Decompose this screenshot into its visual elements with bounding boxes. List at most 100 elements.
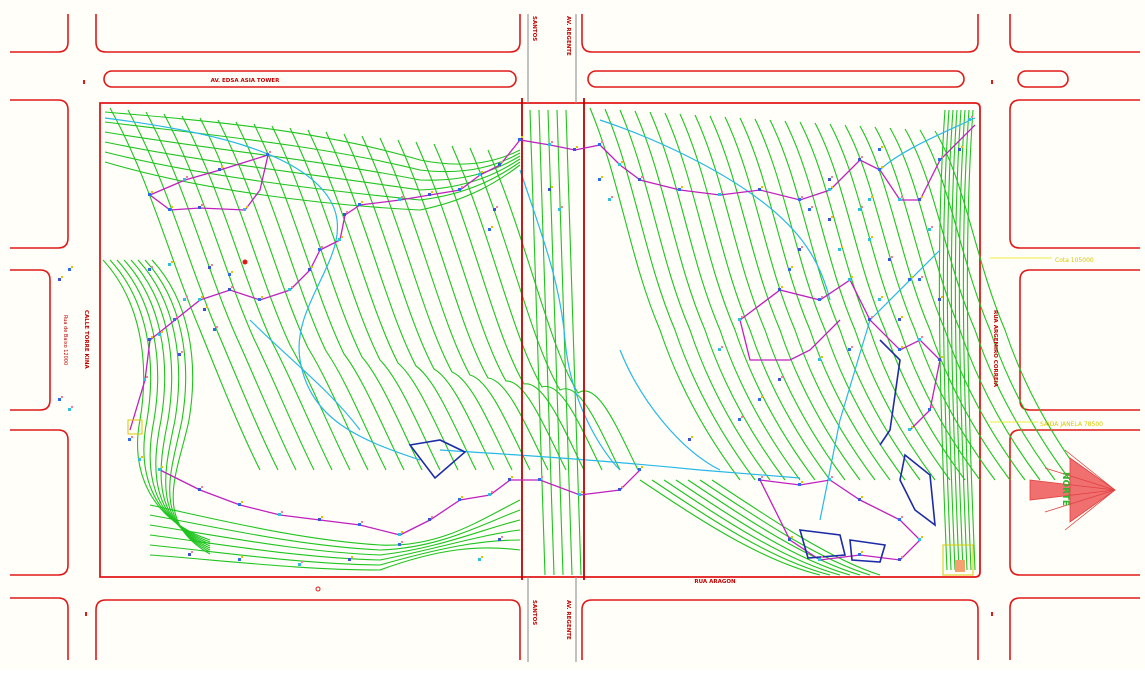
road-curb-left-3	[10, 429, 69, 576]
contour-line	[538, 109, 555, 576]
survey-point-marker	[231, 271, 233, 273]
survey-point	[828, 478, 831, 481]
north-arrow: NORTE	[1029, 449, 1116, 531]
survey-point-marker	[861, 551, 863, 553]
survey-point	[798, 248, 801, 251]
survey-point-marker	[871, 196, 873, 198]
survey-point	[343, 213, 346, 216]
bottom-cross-right-label: AV. REGENTE	[565, 600, 571, 640]
survey-point-marker	[201, 204, 203, 206]
contour-line	[433, 143, 585, 471]
contour-line	[679, 113, 831, 481]
survey-point	[878, 168, 881, 171]
survey-point	[318, 248, 321, 251]
survey-point-marker	[901, 316, 903, 318]
survey-point-marker	[831, 476, 833, 478]
contour-line	[104, 121, 521, 173]
survey-point-marker	[431, 516, 433, 518]
contour-line	[962, 109, 972, 571]
survey-point	[266, 153, 269, 156]
survey-point-marker	[931, 226, 933, 228]
survey-point-marker	[741, 416, 743, 418]
survey-point-marker	[321, 516, 323, 518]
survey-point	[828, 218, 831, 221]
survey-point-marker	[621, 161, 623, 163]
survey-point-marker	[281, 511, 283, 513]
contour-line	[123, 259, 211, 547]
survey-point	[798, 483, 801, 486]
survey-point	[228, 288, 231, 291]
contour-line	[199, 117, 351, 471]
survey-point-marker	[346, 211, 348, 213]
survey-point-marker	[551, 186, 553, 188]
contour-line	[711, 479, 881, 576]
survey-point-marker	[741, 316, 743, 318]
drain-7	[869, 249, 941, 321]
contour-line	[529, 109, 546, 576]
survey-point-marker	[691, 436, 693, 438]
survey-point	[878, 148, 881, 151]
survey-point-marker	[301, 561, 303, 563]
survey-point	[758, 188, 761, 191]
survey-point	[868, 198, 871, 201]
contour-line	[754, 118, 906, 481]
survey-point-marker	[211, 264, 213, 266]
survey-point	[958, 148, 961, 151]
survey-point-marker	[311, 266, 313, 268]
survey-point-marker	[221, 166, 223, 168]
contour-line	[829, 123, 981, 481]
survey-point	[238, 503, 241, 506]
survey-point	[168, 208, 171, 211]
survey-point-marker	[941, 356, 943, 358]
contour-line	[397, 139, 549, 471]
survey-point-marker	[901, 196, 903, 198]
traverse-right-3	[739, 319, 841, 361]
survey-point-marker	[581, 491, 583, 493]
survey-points	[58, 116, 973, 566]
survey-point-marker	[861, 206, 863, 208]
drain-3	[599, 119, 831, 301]
survey-point	[818, 298, 821, 301]
survey-point-marker	[151, 336, 153, 338]
survey-point	[878, 298, 881, 301]
survey-point-marker	[971, 116, 973, 118]
survey-point	[848, 278, 851, 281]
survey-point-marker	[231, 286, 233, 288]
survey-point	[598, 178, 601, 181]
survey-point-marker	[151, 191, 153, 193]
drain-6	[879, 117, 976, 171]
survey-point	[573, 148, 576, 151]
contour-line	[181, 115, 333, 471]
survey-point	[788, 268, 791, 271]
road-curb-top-left	[10, 14, 69, 53]
survey-point-marker	[246, 206, 248, 208]
survey-point	[478, 173, 481, 176]
survey-point	[298, 563, 301, 566]
survey-point-marker	[921, 196, 923, 198]
contour-lines	[102, 107, 1086, 576]
survey-point	[838, 248, 841, 251]
right-annotation-top: Cota 105000	[1055, 257, 1094, 264]
survey-point-marker	[291, 286, 293, 288]
building-5	[849, 539, 887, 563]
survey-point	[358, 203, 361, 206]
contour-line	[769, 119, 921, 481]
survey-traverse	[129, 124, 976, 561]
survey-point-marker	[171, 206, 173, 208]
drain-1	[104, 117, 421, 461]
survey-point	[398, 543, 401, 546]
survey-point	[938, 298, 941, 301]
contour-line	[784, 120, 936, 481]
contour-line	[556, 109, 573, 576]
survey-point-marker	[361, 521, 363, 523]
survey-point-marker	[641, 466, 643, 468]
contour-line	[954, 109, 964, 571]
survey-point	[918, 198, 921, 201]
survey-point-marker	[146, 376, 148, 378]
contour-line	[469, 147, 621, 471]
survey-point	[558, 208, 561, 211]
survey-point	[718, 193, 721, 196]
contour-line	[859, 125, 1011, 481]
road-curb-bottom-block-right	[581, 599, 979, 660]
building-2	[798, 529, 847, 559]
